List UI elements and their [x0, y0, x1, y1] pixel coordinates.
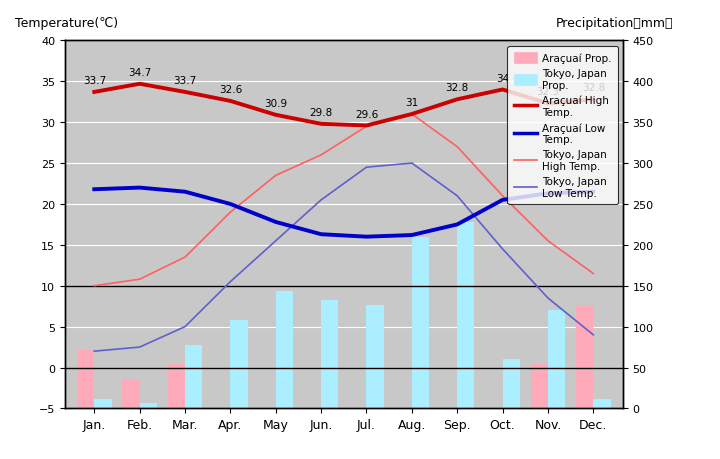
- Text: 33.7: 33.7: [83, 76, 106, 86]
- Legend: Araçuaí Prop., Tokyo, Japan
Prop., Araçuaí High
Temp., Araçuaí Low
Temp., Tokyo,: Araçuaí Prop., Tokyo, Japan Prop., Araçu…: [508, 46, 618, 205]
- Bar: [531, 364, 548, 409]
- Text: 32.8: 32.8: [446, 83, 469, 93]
- Text: 34: 34: [496, 73, 509, 84]
- Bar: [457, 223, 474, 409]
- Text: 33.7: 33.7: [174, 76, 197, 86]
- Text: 31: 31: [405, 98, 418, 108]
- Text: 34.7: 34.7: [128, 67, 151, 78]
- Text: Temperature(℃): Temperature(℃): [14, 17, 117, 30]
- Bar: [185, 345, 202, 409]
- Text: 30.9: 30.9: [264, 99, 287, 109]
- Text: 32.3: 32.3: [536, 87, 559, 97]
- Bar: [593, 399, 611, 409]
- Text: 32.8: 32.8: [582, 83, 605, 93]
- Bar: [576, 306, 593, 409]
- Bar: [366, 306, 384, 409]
- Text: Precipitation（mm）: Precipitation（mm）: [556, 17, 673, 30]
- Bar: [276, 291, 293, 409]
- Bar: [77, 350, 94, 409]
- Bar: [140, 403, 157, 409]
- Bar: [503, 359, 520, 409]
- Bar: [94, 399, 112, 409]
- Bar: [321, 301, 338, 409]
- Bar: [412, 237, 429, 409]
- Bar: [168, 364, 185, 409]
- Bar: [548, 311, 565, 409]
- Text: 29.8: 29.8: [310, 107, 333, 118]
- Text: 32.6: 32.6: [219, 85, 242, 95]
- Bar: [122, 379, 140, 409]
- Text: 29.6: 29.6: [355, 109, 378, 119]
- Bar: [230, 320, 248, 409]
